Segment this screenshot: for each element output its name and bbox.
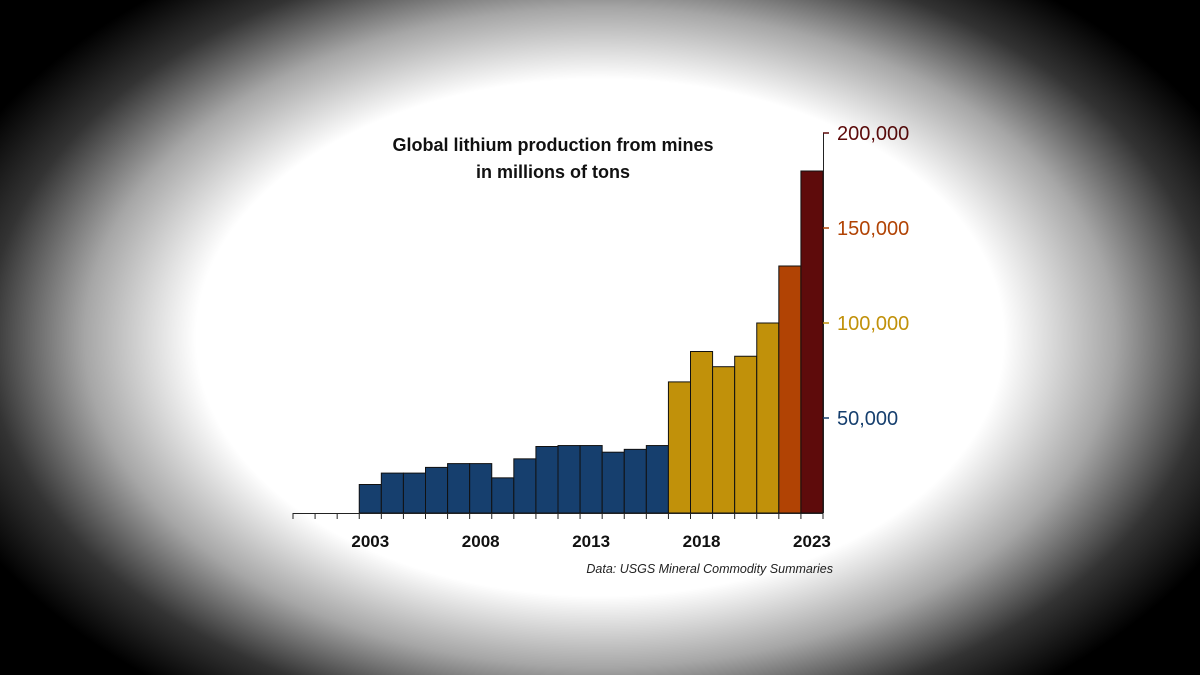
x-tick-group: 2003 2008 2013 2018 2023: [292, 513, 831, 551]
bar-2005: [402, 472, 427, 514]
y-tick-group: 50,000 100,000 150,000 200,000: [823, 123, 909, 430]
bar-2009: [491, 477, 515, 514]
bar-2012: [557, 445, 581, 514]
bar-2006: [425, 466, 449, 514]
bar-2010: [513, 458, 537, 514]
bar-2018: [690, 351, 714, 514]
bar-2019: [712, 366, 736, 514]
bar-2008: [469, 463, 493, 514]
bar-2014: [601, 451, 625, 514]
bar-group: [358, 170, 824, 514]
bar-2004: [380, 472, 404, 514]
bar-2020: [734, 355, 758, 514]
bar-2017: [667, 381, 691, 514]
bar-2023: [800, 170, 824, 514]
bar-2022: [778, 265, 802, 514]
y-tick-label-150000: 150,000: [837, 218, 909, 240]
x-tick-label-2018: 2018: [683, 532, 721, 551]
bar-2013: [579, 445, 603, 514]
bar-2021: [756, 322, 780, 514]
bar-2011: [535, 446, 559, 514]
bar-2015: [623, 448, 647, 514]
x-tick-label-2013: 2013: [572, 532, 610, 551]
bar-2003: [358, 484, 382, 514]
x-tick-label-2023: 2023: [793, 532, 831, 551]
x-tick-label-2003: 2003: [351, 532, 389, 551]
x-tick-label-2008: 2008: [462, 532, 500, 551]
y-tick-label-100000: 100,000: [837, 313, 909, 335]
y-tick-label-200000: 200,000: [837, 123, 909, 145]
chart-title-line-1: Global lithium production from mines: [392, 135, 713, 155]
y-tick-label-50000: 50,000: [837, 408, 898, 430]
chart-title-line-2: in millions of tons: [476, 162, 630, 182]
source-note: Data: USGS Mineral Commodity Summaries: [586, 562, 833, 576]
bar-2016: [645, 445, 669, 514]
bar-2007: [447, 463, 471, 514]
